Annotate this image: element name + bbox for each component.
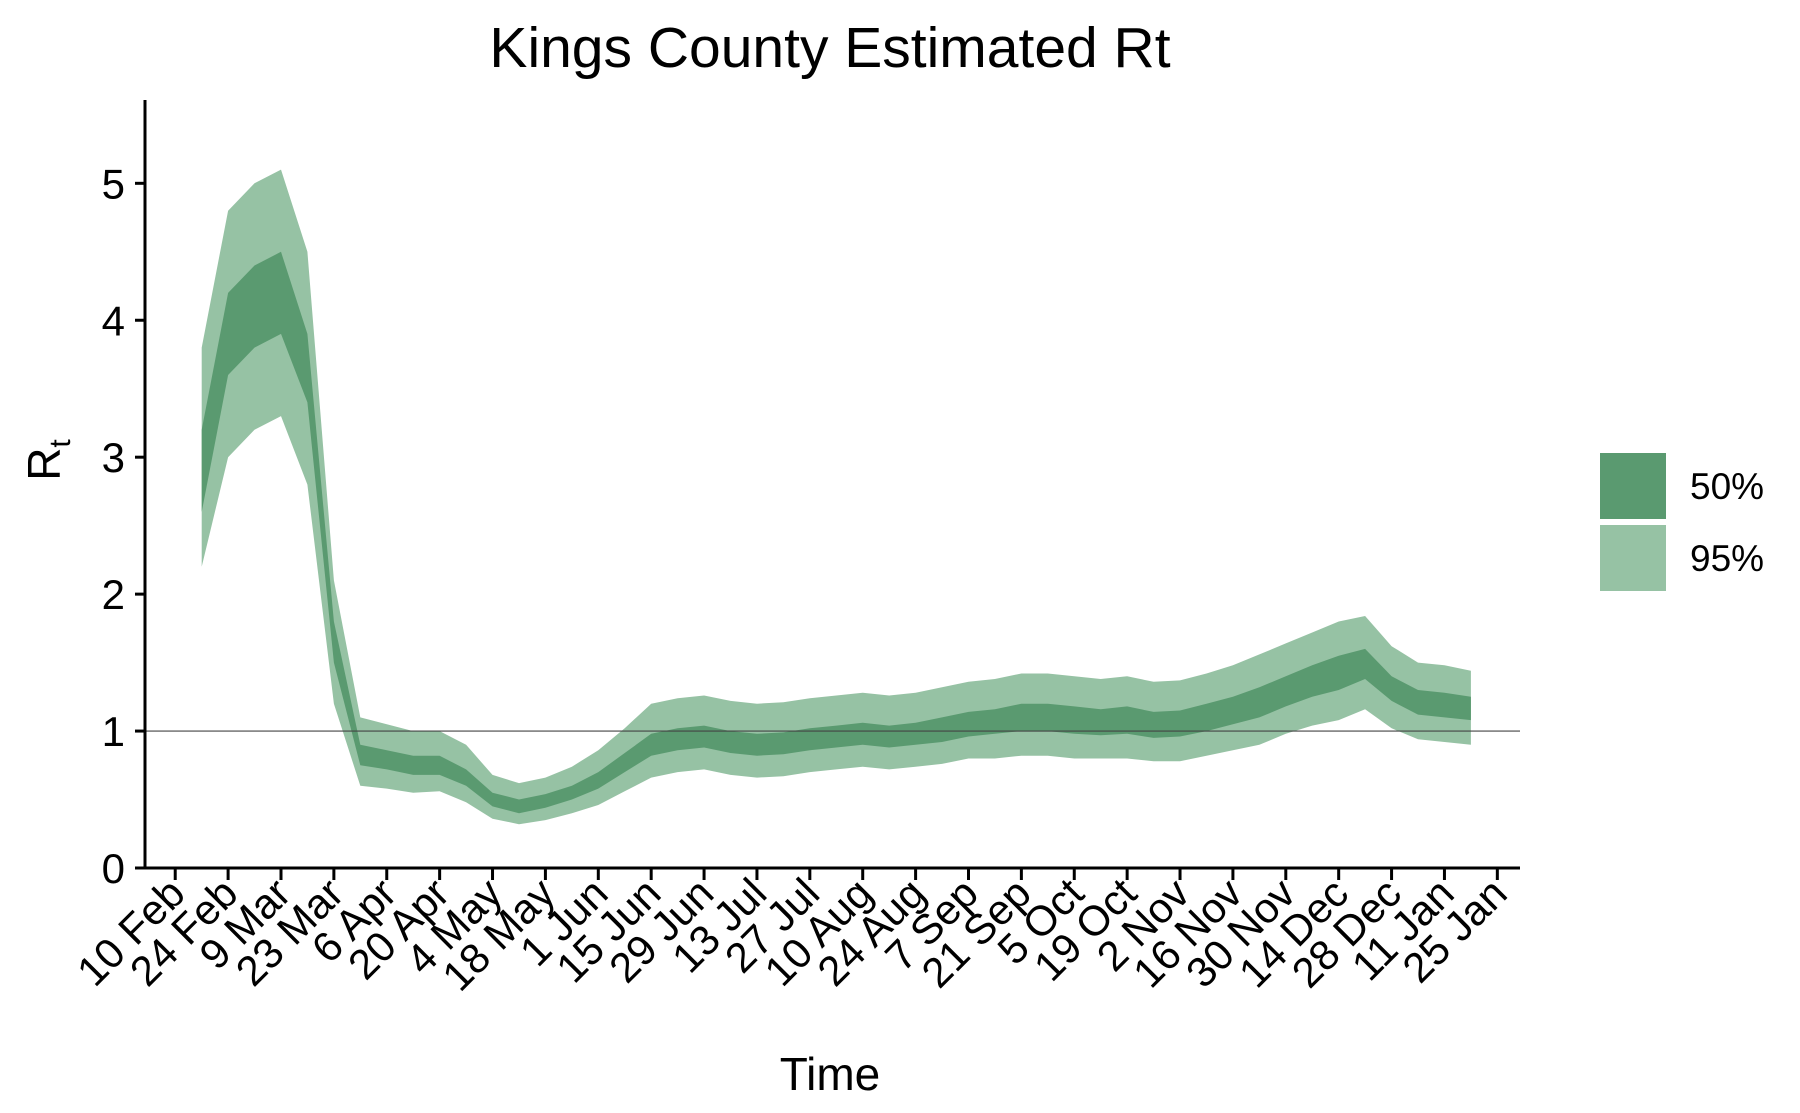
- legend: 50% 95%: [1600, 453, 1764, 591]
- legend-label: 95%: [1690, 538, 1764, 579]
- legend-label: 50%: [1690, 466, 1764, 507]
- y-tick-label: 1: [102, 708, 125, 755]
- y-tick-label: 3: [102, 434, 125, 481]
- y-axis-title: Rt: [18, 439, 77, 481]
- y-tick-label: 4: [102, 297, 125, 344]
- x-axis-title: Time: [780, 1048, 881, 1100]
- y-axis-title-main: R: [18, 448, 70, 481]
- legend-swatch: [1600, 453, 1666, 519]
- credible-interval-bands: [201, 169, 1471, 825]
- y-tick-label: 2: [102, 571, 125, 618]
- y-axis-ticks: 0 1 2 3 4 5: [102, 160, 145, 892]
- legend-swatch: [1600, 525, 1666, 591]
- y-axis-title-subscript: t: [44, 439, 77, 448]
- chart-title: Kings County Estimated Rt: [489, 16, 1170, 80]
- y-tick-label: 0: [102, 845, 125, 892]
- y-tick-label: 5: [102, 160, 125, 207]
